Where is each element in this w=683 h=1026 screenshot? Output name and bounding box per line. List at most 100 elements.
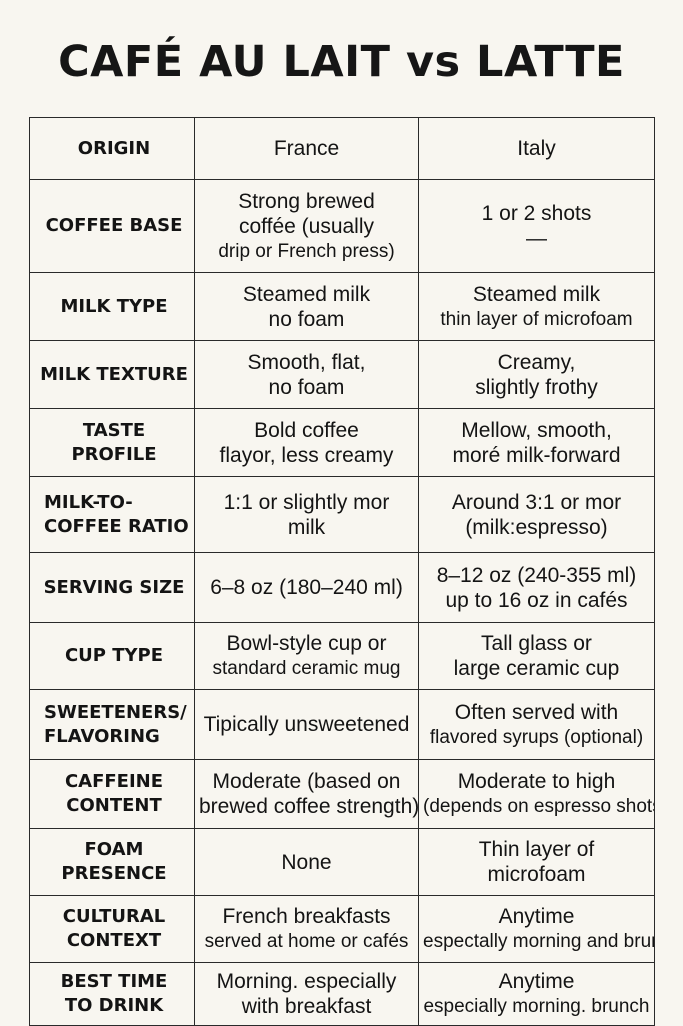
latte-cell: Anytime especially morning. brunch — [418, 962, 655, 1026]
table-row: COFFEE BASE Strong brewed coffée (usually d… — [29, 179, 655, 273]
latte-cell-line: Moderate to high — [457, 770, 616, 793]
latte-cell: 1 or 2 shots — — [418, 179, 655, 273]
row-label: ORIGIN — [29, 117, 195, 180]
cafe-au-lait-cell: None — [194, 828, 419, 896]
table-row: BEST TIME TO DRINK Morning. especially with… — [29, 962, 655, 1026]
row-label: BEST TIME TO DRINK — [29, 962, 195, 1026]
latte-cell-line: (depends on espresso shots — [423, 796, 655, 817]
latte-cell: Thin layer of microfoam — [418, 828, 655, 896]
row-label: CAFFEINE CONTENT — [29, 759, 195, 829]
cafe-au-lait-cell-line: milk — [287, 515, 326, 539]
cafe-au-lait-cell-line: Smooth, flat, — [247, 350, 366, 374]
page-title: CAFÉ AU LAIT vs LATTE — [58, 37, 625, 87]
cafe-au-lait-cell-line: Bold coffee — [254, 418, 359, 442]
row-label-line: CUP TYPE — [64, 645, 164, 666]
cafe-au-lait-cell-line: standard ceramic mug — [212, 658, 401, 679]
latte-cell: Often served with flavored syrups (option… — [418, 689, 655, 760]
row-label-line: MILK-TO- — [44, 491, 133, 513]
row-label-line: CONTEXT — [66, 930, 162, 951]
cafe-au-lait-cell-line: brewed coffee strength) — [199, 795, 419, 818]
cafe-au-lait-cell: France — [194, 117, 419, 180]
cafe-au-lait-cell-line: flayor, less creamy — [219, 443, 394, 467]
latte-cell-line: moré milk-forward — [452, 443, 621, 467]
latte-cell: Moderate to high (depends on espresso sho… — [418, 759, 655, 829]
latte-cell-line: Anytime — [498, 905, 575, 928]
latte-cell-line: flavored syrups (optional) — [429, 726, 644, 748]
cafe-au-lait-cell-line: Moderate (based on — [212, 770, 401, 793]
latte-cell: Around 3:1 or mor (milk:espresso) — [418, 476, 655, 553]
latte-cell: Creamy, slightly frothy — [418, 340, 655, 409]
latte-cell-line: Thin layer of — [478, 838, 595, 861]
cafe-au-lait-cell-line: Strong brewed — [238, 189, 375, 213]
latte-cell-line: Around 3:1 or mor — [451, 490, 622, 514]
row-label-line: CONTENT — [66, 795, 162, 816]
cafe-au-lait-cell-line: 1:1 or slightly mor — [223, 490, 390, 514]
row-label-line: SWEETENERS/ — [44, 701, 187, 723]
row-label-line: COFFEE BASE — [45, 215, 183, 236]
row-label: MILK TEXTURE — [29, 340, 195, 409]
cafe-au-lait-cell: Steamed milk no foam — [194, 272, 419, 341]
row-label-line: TO DRINK — [64, 995, 164, 1016]
cafe-au-lait-cell-line: Bowl-style cup or — [226, 632, 387, 655]
cafe-au-lait-cell: Strong brewed coffée (usually drip or Fren… — [194, 179, 419, 273]
latte-cell-line: slightly frothy — [475, 375, 598, 399]
cafe-au-lait-cell: Morning. especially with breakfast — [194, 962, 419, 1026]
row-label-line: FOAM — [84, 839, 144, 860]
cafe-au-lait-cell: Moderate (based on brewed coffee strength… — [194, 759, 419, 829]
latte-cell-line: especially morning. brunch — [423, 996, 650, 1017]
row-label: TASTE PROFILE — [29, 408, 195, 477]
cafe-au-lait-cell-line: no foam — [268, 307, 345, 331]
cafe-au-lait-cell-line: Tipically unsweetened — [203, 713, 410, 736]
table-row: CULTURAL CONTEXT French breakfasts served a… — [29, 895, 655, 963]
latte-cell-line: Steamed milk — [472, 282, 601, 306]
cafe-au-lait-cell: Bowl-style cup or standard ceramic mug — [194, 622, 419, 690]
latte-cell-line: 8–12 oz (240-355 ml) — [436, 563, 637, 587]
table-row: SWEETENERS/FLAVORING Tipically unsweetene… — [29, 689, 655, 760]
table-row: MILK-TO- COFFEE RATIO 1:1 or slightly mor m… — [29, 476, 655, 553]
cafe-au-lait-cell-line: Morning. especially — [216, 970, 397, 993]
cafe-au-lait-cell-line: France — [273, 137, 340, 160]
table-row: ORIGIN France Italy — [29, 117, 655, 180]
row-label-line: FLAVORING — [44, 725, 160, 747]
row-label-line: TASTE PROFILE — [71, 419, 157, 465]
row-label: CULTURAL CONTEXT — [29, 895, 195, 963]
cafe-au-lait-cell-line: French breakfasts — [222, 905, 391, 928]
latte-cell-line: Anytime — [498, 970, 575, 993]
row-label: SERVING SIZE — [29, 552, 195, 623]
row-label: FOAM PRESENCE — [29, 828, 195, 896]
cafe-au-lait-cell-line: served at home or cafés — [204, 931, 409, 952]
latte-cell-line: Mellow, smooth, — [461, 418, 612, 442]
latte-cell-line: Often served with — [454, 700, 619, 724]
row-label: MILK TYPE — [29, 272, 195, 341]
latte-cell-line: — — [526, 227, 547, 250]
row-label: CUP TYPE — [29, 622, 195, 690]
row-label-line: MILK TEXTURE — [40, 363, 188, 385]
latte-cell: Tall glass or large ceramic cup — [418, 622, 655, 690]
row-label-line: CULTURAL — [62, 906, 166, 927]
row-label: MILK-TO- COFFEE RATIO — [29, 476, 195, 553]
latte-cell-line: Italy — [517, 137, 556, 160]
cafe-au-lait-cell-line: 6–8 oz (180–240 ml) — [210, 576, 403, 599]
latte-cell-line: up to 16 oz in cafés — [445, 588, 628, 612]
comparison-table: ORIGIN France Italy COFFEE BASE Strong brewe… — [29, 117, 655, 1026]
cafe-au-lait-cell: 6–8 oz (180–240 ml) — [194, 552, 419, 623]
cafe-au-lait-cell: Tipically unsweetened — [194, 689, 419, 760]
row-label: SWEETENERS/FLAVORING — [29, 689, 195, 760]
latte-cell-line: espectally morning and brunch — [423, 931, 654, 952]
row-label-line: COFFEE RATIO — [44, 515, 189, 537]
table-row: TASTE PROFILE Bold coffee flayor, less cre… — [29, 408, 655, 477]
latte-cell: Steamed milk thin layer of microfoam — [418, 272, 655, 341]
table-row: FOAM PRESENCE None Thin layer of microfoam — [29, 828, 655, 896]
row-label-line: PRESENCE — [61, 863, 167, 884]
row-label-line: ORIGIN — [77, 137, 151, 159]
latte-cell-line: thin layer of microfoam — [440, 308, 633, 330]
table-row: CAFFEINE CONTENT Moderate (based on brewed … — [29, 759, 655, 829]
latte-cell: Italy — [418, 117, 655, 180]
latte-cell-line: large ceramic cup — [453, 657, 620, 680]
row-label: COFFEE BASE — [29, 179, 195, 273]
cafe-au-lait-cell-line: coffée (usually — [238, 214, 375, 238]
latte-cell-line: microfoam — [487, 863, 586, 886]
latte-cell-line: Creamy, — [497, 350, 576, 374]
cafe-au-lait-cell-line: None — [281, 850, 332, 874]
table-row: MILK TEXTURE Smooth, flat, no foam Creamy, s… — [29, 340, 655, 409]
